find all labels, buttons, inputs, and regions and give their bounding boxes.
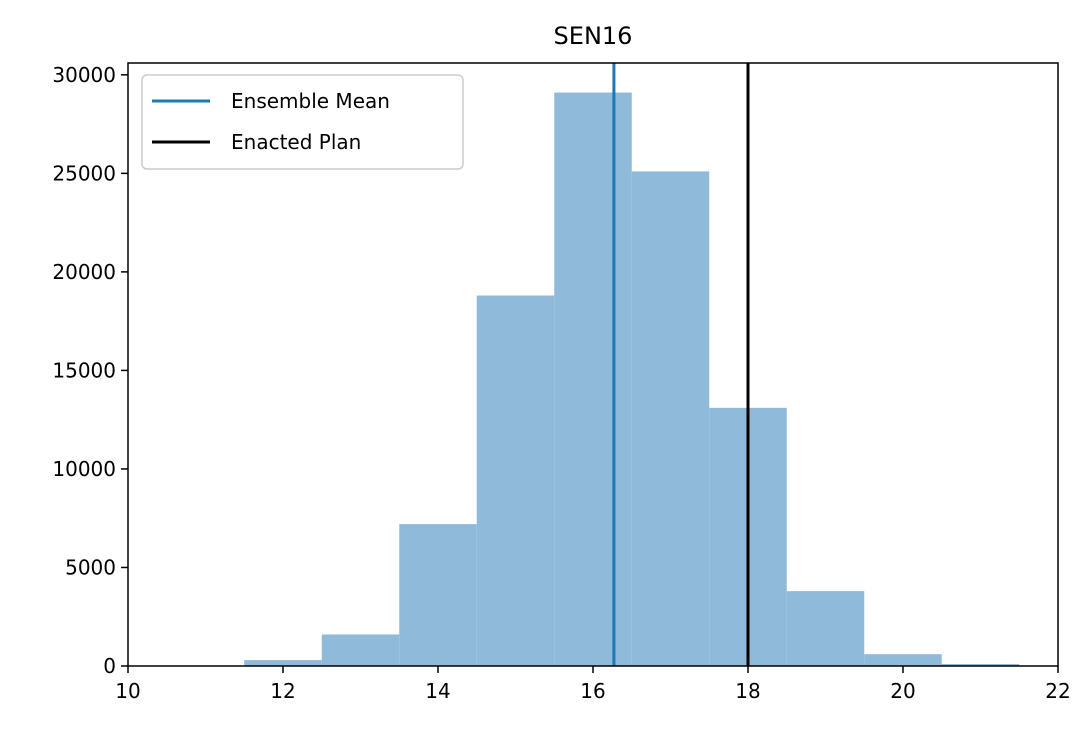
histogram-bar — [476, 295, 555, 666]
x-tick-label: 18 — [735, 679, 760, 703]
legend-label: Ensemble Mean — [231, 89, 390, 113]
y-tick-label: 10000 — [52, 457, 116, 481]
legend: Ensemble Mean Enacted Plan — [141, 74, 464, 170]
x-tick-label: 10 — [115, 679, 140, 703]
chart-title: SEN16 — [554, 22, 633, 50]
histogram-bar — [244, 660, 322, 666]
histogram-bar — [786, 591, 865, 666]
x-tick-label: 12 — [270, 679, 295, 703]
histogram-bar — [864, 654, 942, 666]
histogram-bar — [941, 664, 1020, 666]
y-tick-label: 0 — [103, 654, 116, 678]
x-tick-label: 22 — [1045, 679, 1070, 703]
histogram-bar — [631, 171, 710, 666]
histogram-bar — [321, 634, 400, 666]
y-tick-label: 15000 — [52, 358, 116, 382]
histogram-bar — [554, 92, 632, 666]
y-tick-label: 30000 — [52, 63, 116, 87]
x-tick-label: 20 — [890, 679, 915, 703]
legend-label: Enacted Plan — [231, 130, 361, 154]
x-tick-label: 16 — [580, 679, 605, 703]
y-tick-label: 5000 — [65, 555, 116, 579]
histogram-bar — [399, 524, 477, 666]
legend-box — [141, 74, 464, 170]
y-tick-label: 20000 — [52, 260, 116, 284]
y-tick-label: 25000 — [52, 161, 116, 185]
axes: 10 12 14 16 18 20 22 0 5000 10000 15000 20000 25000 3… — [52, 62, 1071, 703]
histogram-bars — [244, 92, 1020, 666]
x-tick-label: 14 — [425, 679, 450, 703]
reference-lines — [612, 63, 750, 666]
